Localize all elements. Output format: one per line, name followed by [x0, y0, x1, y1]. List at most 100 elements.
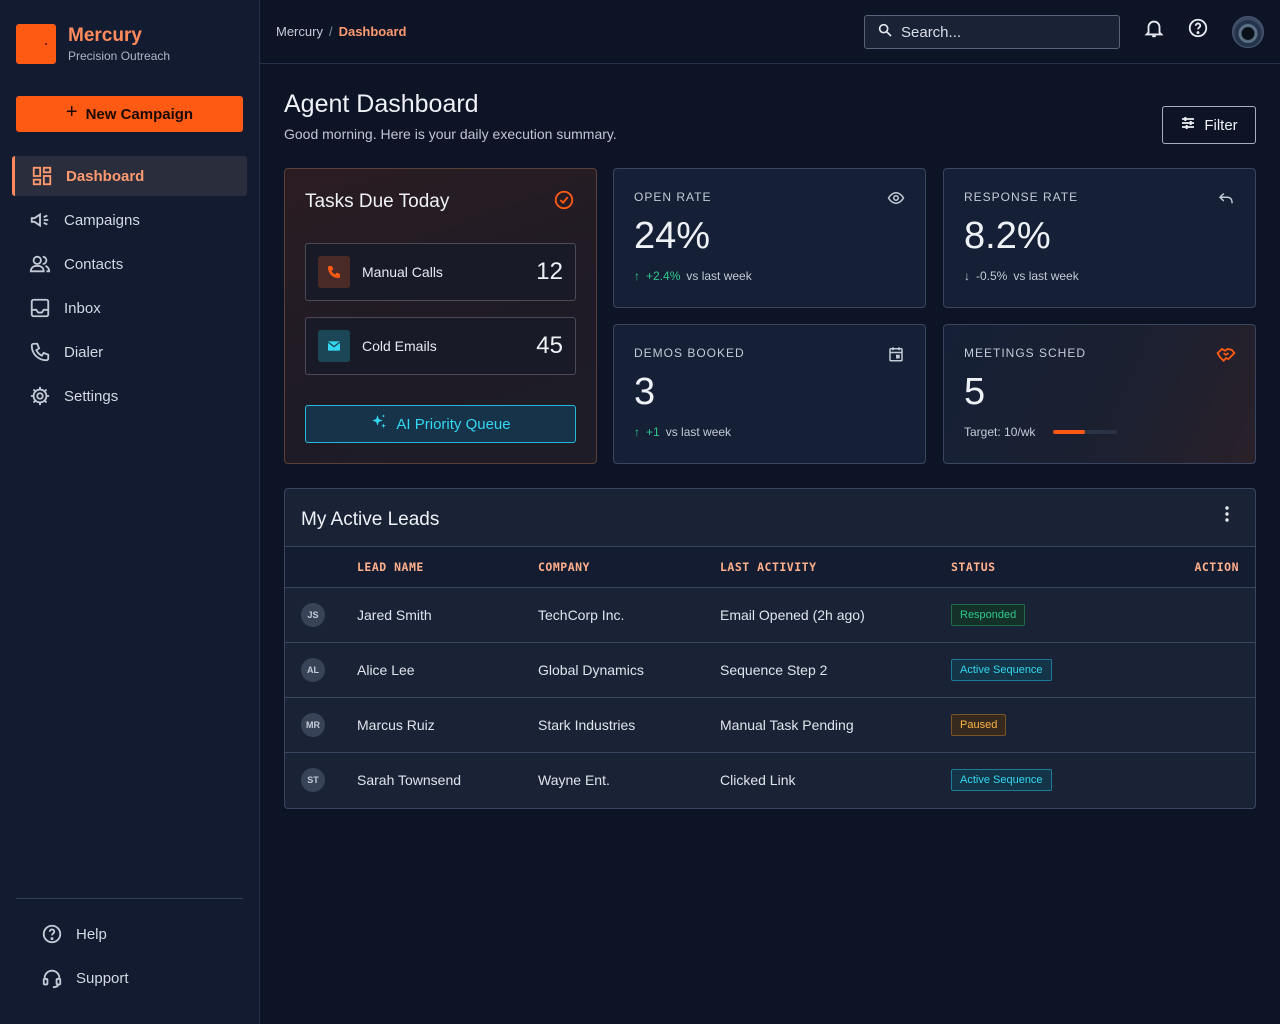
new-campaign-button[interactable]: + New Campaign [16, 96, 243, 132]
filter-button[interactable]: Filter [1162, 106, 1256, 144]
meetings-progress-bar [1053, 430, 1118, 434]
stat-target: Target: 10/wk [964, 425, 1118, 439]
stat-value: 5 [964, 371, 986, 413]
contacts-icon [28, 252, 52, 276]
lead-name: Marcus Ruiz [357, 697, 538, 753]
sidebar-item-dashboard[interactable]: Dashboard [12, 156, 247, 196]
table-row[interactable]: ST Sarah Townsend Wayne Ent. Clicked Lin… [285, 752, 1255, 807]
sidebar-divider [16, 898, 243, 899]
lead-company: Wayne Ent. [538, 771, 610, 788]
lead-activity: Email Opened (2h ago) [720, 587, 951, 643]
sidebar-item-label: Campaigns [64, 211, 140, 229]
sidebar-bottom-nav: Help Support [28, 914, 238, 1002]
reply-icon [1215, 187, 1237, 209]
new-campaign-label: New Campaign [85, 105, 194, 123]
status-badge: Responded [951, 603, 1026, 626]
sidebar-item-label: Help [76, 925, 107, 943]
lead-company: Global Dynamics [538, 642, 720, 698]
status-badge: Paused [951, 713, 1007, 736]
sidebar-item-campaigns[interactable]: Campaigns [12, 200, 247, 240]
inbox-icon [28, 296, 52, 320]
sidebar-item-label: Dialer [64, 343, 104, 361]
column-header[interactable]: COMPANY [538, 547, 720, 588]
stat-trend: ↑ +1 vs last week [634, 425, 731, 439]
sidebar-item-support[interactable]: Support [28, 958, 238, 998]
phone-icon [318, 256, 350, 288]
help-icon [40, 922, 64, 946]
stat-trend: ↓ -0.5% vs last week [964, 269, 1079, 283]
open-rate-card: OPEN RATE 24% ↑ +2.4% vs last week [613, 168, 926, 308]
sidebar-item-settings[interactable]: Settings [12, 376, 247, 416]
sidebar-item-contacts[interactable]: Contacts [12, 244, 247, 284]
sidebar-item-label: Contacts [64, 255, 124, 273]
arrow-up-icon: ↑ [634, 425, 640, 439]
sidebar-item-inbox[interactable]: Inbox [12, 288, 247, 328]
brand-tagline: Precision Outreach [68, 49, 171, 63]
sidebar-nav: Dashboard Campaigns Contacts Inbox Diale… [12, 156, 247, 420]
task-manual-calls[interactable]: Manual Calls 12 [305, 243, 576, 301]
row-action [1151, 752, 1255, 807]
handshake-icon [1215, 343, 1237, 365]
trend-value: +2.4% [646, 269, 681, 283]
headset-icon [40, 966, 64, 990]
tasks-title: Tasks Due Today [305, 191, 450, 212]
calendar-icon [885, 343, 907, 365]
eye-icon [885, 187, 907, 209]
sidebar-item-label: Settings [64, 387, 119, 405]
task-cold-emails[interactable]: Cold Emails 45 [305, 317, 576, 375]
more-vertical-icon[interactable] [1217, 503, 1237, 525]
dashboard-icon [30, 164, 54, 188]
sidebar-item-label: Support [76, 969, 129, 987]
meetings-scheduled-card: MEETINGS SCHED 5 Target: 10/wk [943, 324, 1256, 464]
task-label: Manual Calls [362, 264, 443, 280]
stat-label: DEMOS BOOKED [634, 346, 745, 360]
lead-activity: Sequence Step 2 [720, 642, 951, 698]
leads-table: LEAD NAME COMPANY LAST ACTIVITY STATUS A… [285, 547, 1255, 807]
table-header-row: LEAD NAME COMPANY LAST ACTIVITY STATUS A… [285, 547, 1255, 588]
trend-compare: vs last week [686, 269, 752, 283]
notifications-bell-icon[interactable] [1142, 16, 1166, 40]
brand-logo [16, 24, 56, 64]
avatar: MR [301, 712, 325, 737]
lead-activity: Manual Task Pending [720, 697, 951, 753]
help-icon[interactable] [1186, 16, 1210, 40]
gear-icon [28, 384, 52, 408]
avatar: AL [301, 657, 325, 682]
sidebar-item-label: Dashboard [66, 167, 145, 185]
trend-compare: vs last week [665, 425, 732, 439]
page-title: Agent Dashboard [284, 90, 479, 118]
sidebar: Mercury Precision Outreach + New Campaig… [0, 0, 260, 1024]
column-header[interactable]: LAST ACTIVITY [720, 547, 951, 588]
column-header[interactable]: LEAD NAME [357, 547, 538, 588]
avatar: JS [301, 602, 325, 627]
stat-trend: ↑ +2.4% vs last week [634, 269, 752, 283]
stat-value: 8.2% [964, 215, 1051, 257]
table-row[interactable]: JS Jared Smith TechCorp Inc. Email Opene… [285, 587, 1255, 643]
user-avatar[interactable] [1232, 16, 1264, 48]
table-row[interactable]: AL Alice Lee Global Dynamics Sequence St… [285, 642, 1255, 698]
sidebar-item-help[interactable]: Help [28, 914, 238, 954]
brand-name: Mercury [68, 25, 142, 46]
brand[interactable]: Mercury Precision Outreach [16, 24, 170, 64]
meetings-progress-fill [1053, 430, 1086, 434]
tasks-due-today-card: Tasks Due Today Manual Calls 12 Cold Ema… [284, 168, 597, 464]
task-label: Cold Emails [362, 338, 437, 354]
row-action [1151, 697, 1255, 753]
ai-priority-queue-label: AI Priority Queue [396, 415, 511, 433]
sidebar-item-dialer[interactable]: Dialer [12, 332, 247, 372]
ai-priority-queue-button[interactable]: AI Priority Queue [305, 405, 576, 443]
target-text: Target: 10/wk [964, 425, 1036, 439]
response-rate-card: RESPONSE RATE 8.2% ↓ -0.5% vs last week [943, 168, 1256, 308]
search-input[interactable] [901, 23, 1101, 41]
breadcrumb-root[interactable]: Mercury [276, 24, 323, 39]
column-header: ACTION [1151, 547, 1255, 588]
plus-icon: + [65, 101, 78, 123]
megaphone-icon [28, 208, 52, 232]
column-header[interactable]: STATUS [951, 547, 1151, 588]
table-row[interactable]: MR Marcus Ruiz Stark Industries Manual T… [285, 697, 1255, 753]
leads-title: My Active Leads [301, 509, 440, 530]
phone-icon [28, 340, 52, 364]
lead-name: Sarah Townsend [357, 771, 462, 788]
search-box[interactable] [864, 15, 1120, 49]
demos-booked-card: DEMOS BOOKED 3 ↑ +1 vs last week [613, 324, 926, 464]
